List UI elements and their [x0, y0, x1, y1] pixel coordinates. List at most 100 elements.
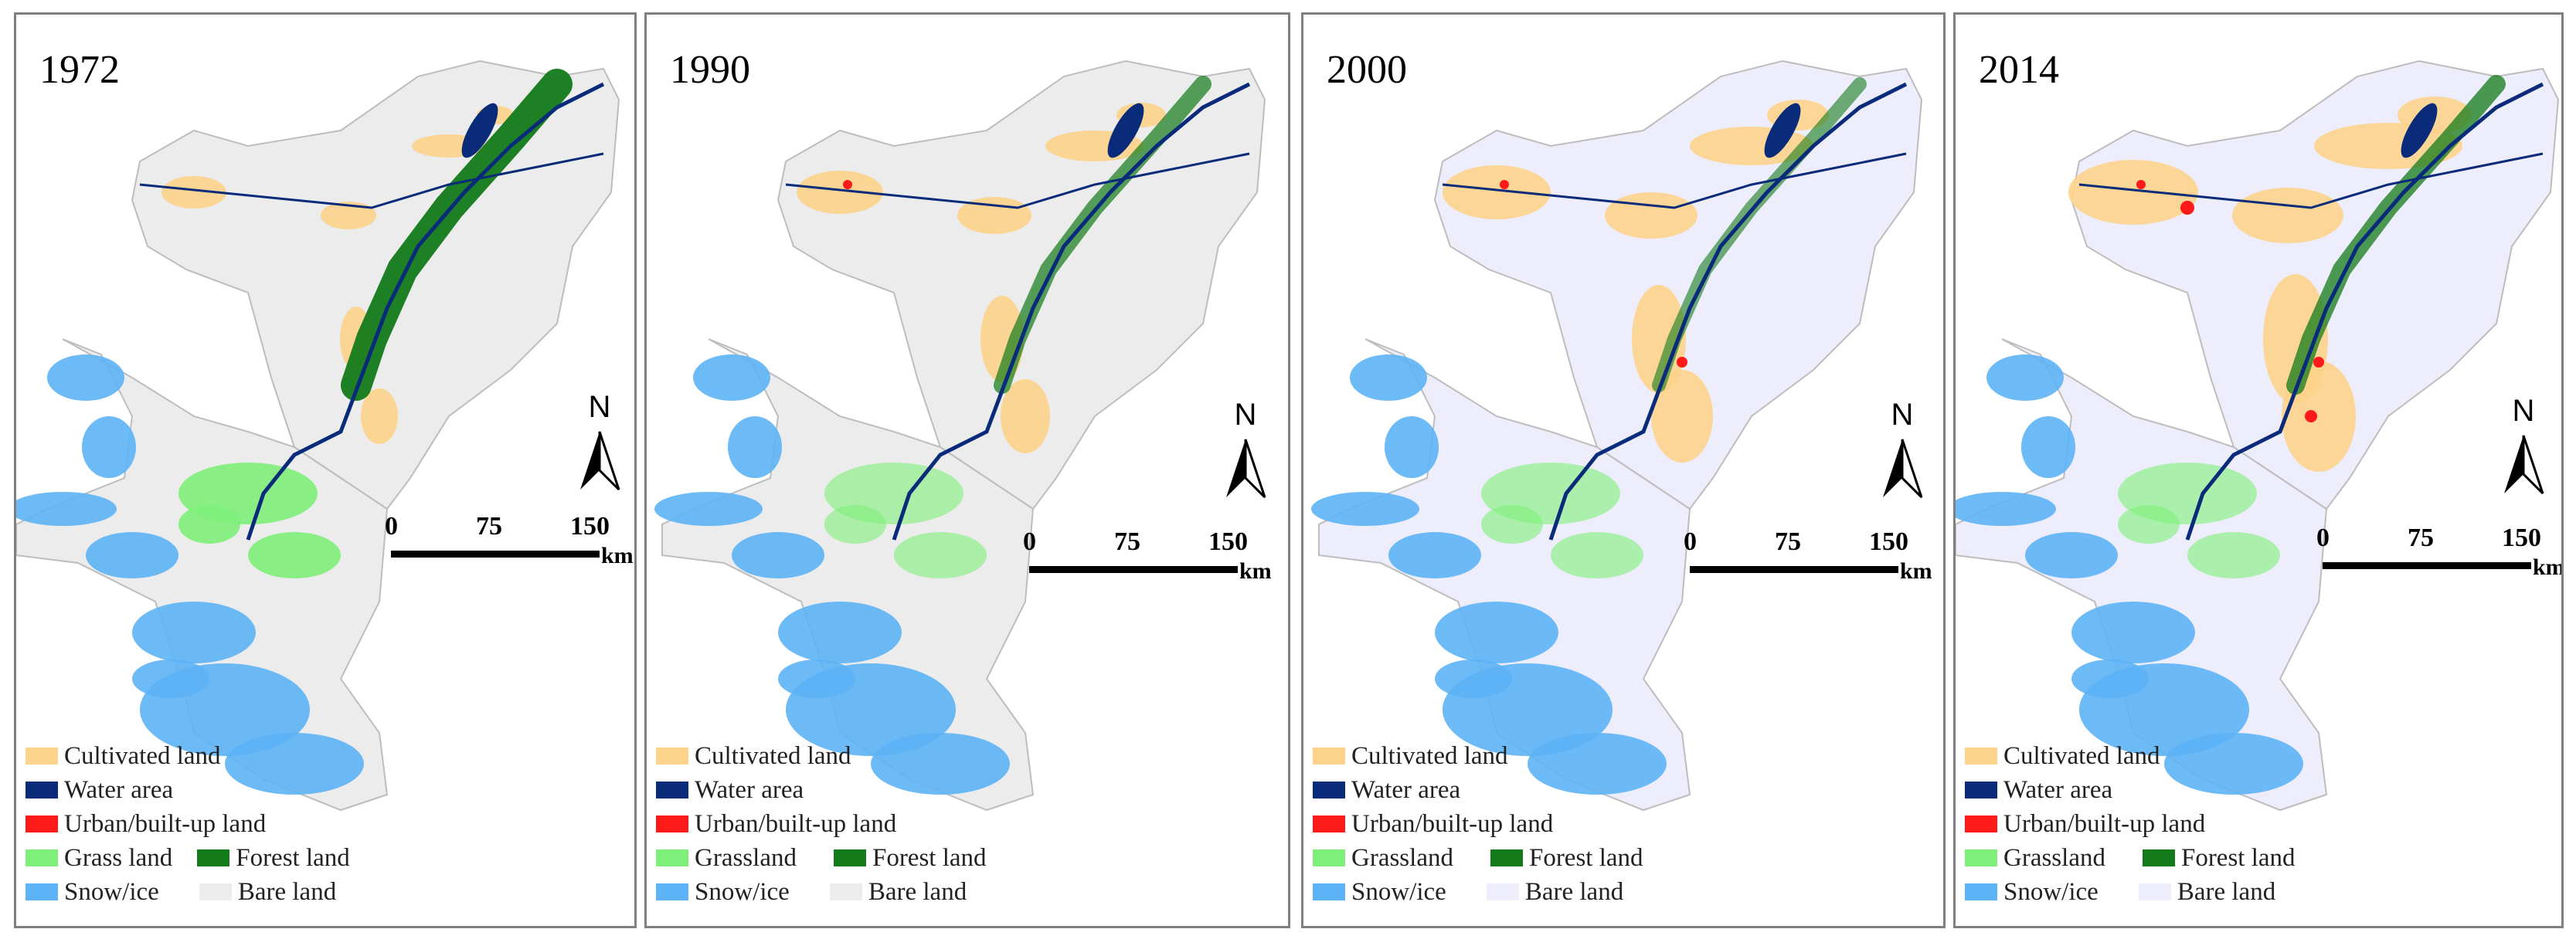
legend-label: Forest land — [236, 843, 350, 872]
urban-patch — [2305, 410, 2317, 422]
scale-tick: 75 — [1114, 527, 1140, 556]
cultivated-patch — [1605, 192, 1698, 239]
scale-bar-line — [1690, 566, 1898, 573]
legend-label: Grassland — [1351, 843, 1453, 872]
north-arrow-icon — [580, 431, 620, 491]
snow-ice-patch — [871, 733, 1010, 795]
scale-tick: 150 — [1869, 527, 1908, 556]
legend-label: Snow/ice — [64, 877, 159, 906]
scale-tick: 150 — [570, 512, 610, 541]
cultivated-patch — [797, 171, 883, 214]
year-label: 1972 — [39, 48, 120, 92]
north-arrow-icon — [1883, 439, 1923, 499]
north-label: N — [1234, 398, 1257, 432]
map-panel-2014: 2014 N 0 75 150 km Cultivated land Water… — [1953, 12, 2564, 928]
snow-ice-patch — [732, 532, 824, 578]
year-label: 2014 — [1979, 48, 2059, 92]
snow-ice-patch — [1435, 602, 1558, 663]
north-arrow-icon — [2504, 435, 2544, 495]
swatch-water — [1313, 782, 1345, 799]
scale-bar-line — [391, 551, 600, 558]
scale-tick: 75 — [2408, 524, 2434, 552]
legend-label: Cultivated land — [2003, 741, 2160, 770]
legend-label: Water area — [2003, 775, 2113, 804]
snow-ice-patch — [86, 532, 178, 578]
scale-bar: 0 75 150 km — [1684, 524, 1943, 584]
lake — [461, 103, 498, 158]
swatch-water — [25, 782, 58, 799]
urban-patch — [2136, 180, 2146, 189]
swatch-bare — [1486, 883, 1519, 900]
legend-label: Urban/built-up land — [2003, 809, 2206, 838]
swatch-snow — [656, 883, 688, 900]
snow-ice-patch — [16, 492, 117, 526]
tributary — [139, 152, 604, 209]
north-arrow: N — [1875, 398, 1929, 501]
legend-label: Urban/built-up land — [64, 809, 267, 838]
legend-label: Water area — [1351, 775, 1461, 804]
north-arrow: N — [1218, 398, 1273, 501]
snow-ice-patch — [132, 602, 256, 663]
swatch-water — [1965, 782, 1997, 799]
land-use-map — [16, 59, 620, 812]
river — [2185, 82, 2544, 541]
cultivated-patch — [1651, 370, 1713, 463]
snow-ice-patch — [1350, 354, 1427, 401]
legend: Cultivated land Water area Urban/built-u… — [1313, 739, 1643, 909]
snow-ice-patch — [82, 416, 136, 478]
grassland-patch — [2187, 532, 2280, 578]
swatch-bare — [829, 883, 862, 900]
swatch-cultivated — [25, 748, 58, 765]
swatch-forest — [833, 849, 866, 866]
legend-label: Cultivated land — [695, 741, 851, 770]
scale-tick: 0 — [2316, 524, 2330, 552]
lake — [1764, 103, 1801, 158]
urban-patch — [843, 180, 852, 189]
legend-label: Forest land — [872, 843, 987, 872]
swatch-bare — [199, 883, 232, 900]
swatch-cultivated — [1965, 748, 1997, 765]
grassland-patch — [178, 505, 240, 544]
swatch-water — [656, 782, 688, 799]
snow-ice-patch — [2021, 416, 2075, 478]
scale-tick: 0 — [1684, 527, 1697, 556]
cultivated-patch — [321, 202, 376, 229]
legend-label: Grass land — [64, 843, 173, 872]
snow-ice-patch — [2164, 733, 2303, 795]
swatch-grass — [25, 849, 58, 866]
swatch-urban — [656, 815, 688, 832]
legend-label: Forest land — [1528, 843, 1643, 872]
land-use-map — [654, 59, 1266, 812]
legend-label: Water area — [695, 775, 804, 804]
snow-ice-patch — [1388, 532, 1481, 578]
swatch-urban — [25, 815, 58, 832]
river — [1548, 82, 1908, 541]
snow-ice-patch — [2071, 602, 2195, 663]
legend-label: Forest land — [2180, 843, 2296, 872]
swatch-urban — [1965, 815, 1997, 832]
snow-ice-patch — [1956, 492, 2056, 526]
land-use-map — [1956, 59, 2560, 812]
snow-ice-patch — [1528, 733, 1667, 795]
grassland-patch — [894, 532, 987, 578]
legend-label: Bare land — [868, 877, 967, 906]
legend-label: Snow/ice — [695, 877, 790, 906]
swatch-grass — [1313, 849, 1345, 866]
map-panel-1990: 1990 N 0 75 150 km Cultivated land Water… — [644, 12, 1290, 928]
swatch-forest — [197, 849, 230, 866]
cultivated-patch — [2232, 188, 2343, 243]
cultivated-patch — [361, 388, 398, 444]
legend-label: Snow/ice — [1351, 877, 1446, 906]
snow-ice-patch — [778, 602, 902, 663]
legend-label: Cultivated land — [1351, 741, 1508, 770]
north-label: N — [1891, 398, 1914, 432]
urban-patch — [1677, 357, 1687, 368]
snow-ice-patch — [132, 659, 209, 698]
scale-tick: 150 — [1208, 527, 1248, 556]
swatch-snow — [1965, 883, 1997, 900]
legend-label: Snow/ice — [2003, 877, 2099, 906]
swatch-forest — [1490, 849, 1523, 866]
tributary — [1442, 152, 1907, 209]
map-panel-1972: 1972 N 0 75 150 km Cultivated land Water… — [14, 12, 637, 928]
legend-label: Water area — [64, 775, 174, 804]
